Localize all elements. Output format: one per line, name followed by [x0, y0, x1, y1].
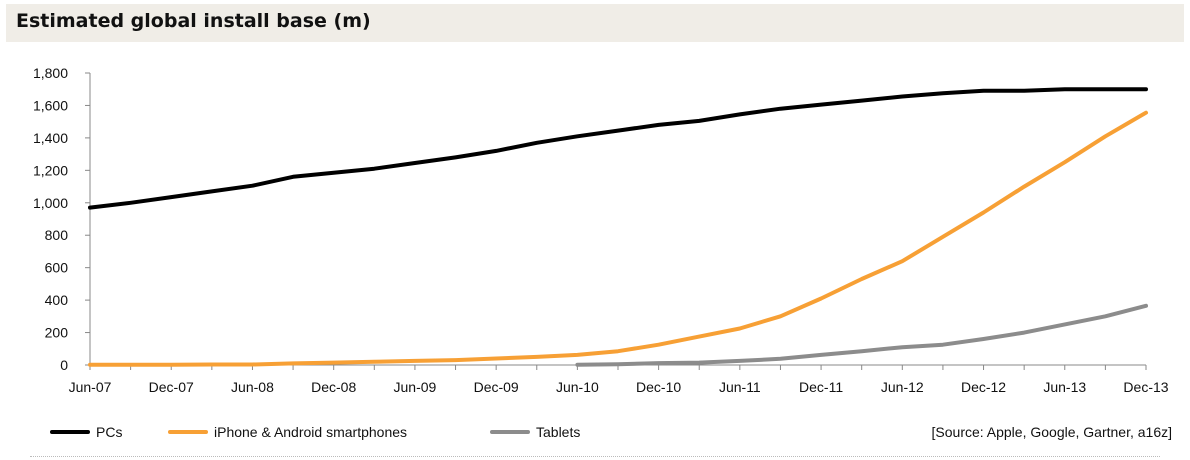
title-bar: Estimated global install base (m)	[6, 4, 1184, 42]
legend-label-pcs: PCs	[96, 424, 123, 440]
x-tick-label: Dec-11	[799, 379, 843, 395]
chart-title: Estimated global install base (m)	[16, 10, 371, 32]
x-tick-label: Jun-08	[231, 379, 274, 395]
legend-swatch-pcs	[50, 430, 90, 434]
series-line-smartphones	[88, 110, 1148, 367]
x-tick-label: Dec-08	[311, 379, 356, 395]
x-tick-label: Jun-10	[556, 379, 599, 395]
x-tick-label: Jun-09	[394, 379, 437, 395]
legend-swatch-tablets	[490, 430, 530, 434]
legend-label-smartphones: iPhone & Android smartphones	[214, 424, 408, 440]
y-tick-label: 600	[45, 260, 69, 276]
x-tick-label: Jun-11	[719, 379, 761, 395]
source-note: [Source: Apple, Google, Gartner, a16z]	[931, 424, 1172, 440]
x-tick-label: Jun-07	[69, 379, 112, 395]
y-tick-label: 1,600	[33, 97, 68, 113]
x-tick-label: Dec-07	[149, 379, 194, 395]
legend-item-tablets: Tablets	[490, 424, 580, 440]
series-line-pcs	[88, 87, 1148, 210]
x-tick-label: Jun-12	[881, 379, 924, 395]
legend-item-smartphones: iPhone & Android smartphones	[168, 424, 407, 440]
y-tick-label: 400	[45, 292, 69, 308]
bottom-divider	[30, 456, 1160, 457]
line-chart: 0 200 400 600 800 1,000 1,200 1,400 1,600 1,800 Ju…	[33, 65, 1169, 395]
legend-swatch-smartphones	[168, 430, 208, 434]
y-tick-label: 1,000	[33, 195, 68, 211]
x-tick-label: Dec-12	[961, 379, 1006, 395]
y-tick-label: 200	[45, 325, 69, 341]
legend-item-pcs: PCs	[50, 424, 122, 440]
legend-label-tablets: Tablets	[536, 424, 581, 440]
y-tick-label: 1,400	[33, 130, 68, 146]
x-tick-label: Jun-13	[1043, 379, 1086, 395]
y-tick-label: 800	[45, 227, 69, 243]
y-tick-label: 1,800	[33, 65, 68, 81]
legend: PCs iPhone & Android smartphones Tablets…	[0, 420, 1190, 448]
series-line-tablets	[575, 303, 1148, 367]
x-tick-label: Dec-13	[1123, 379, 1168, 395]
x-tick-label: Dec-09	[474, 379, 519, 395]
x-tick-label: Dec-10	[636, 379, 681, 395]
y-tick-label: 0	[60, 357, 68, 373]
y-tick-label: 1,200	[33, 162, 68, 178]
